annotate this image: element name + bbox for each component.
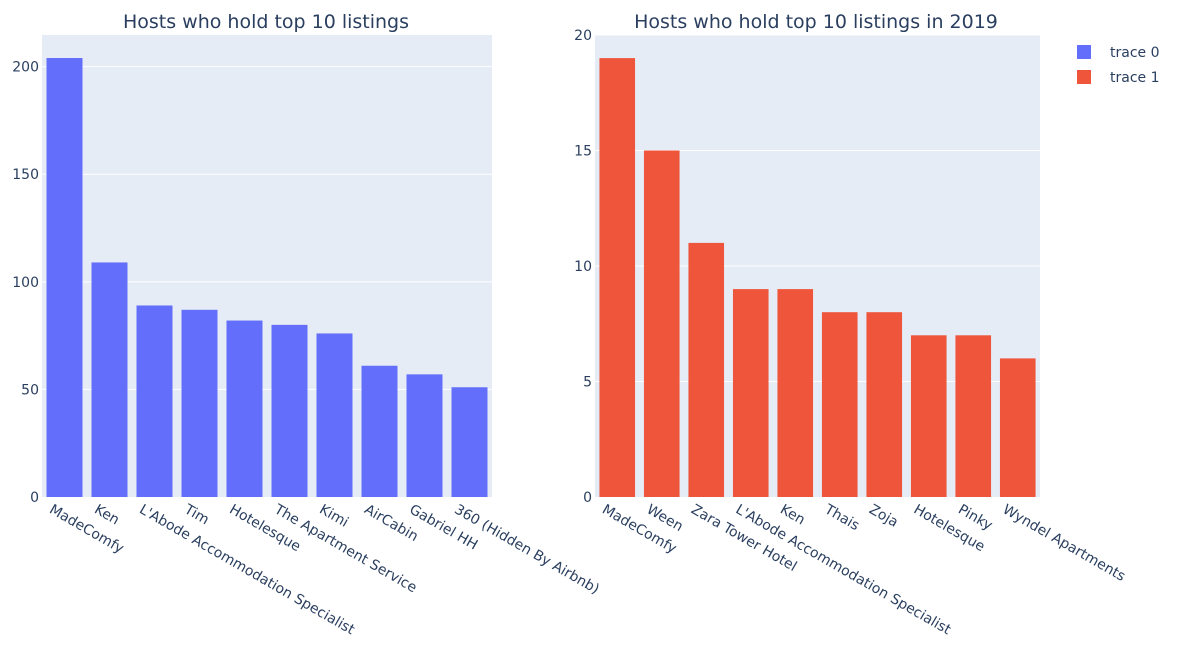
chart-title: Hosts who hold top 10 listings in 2019	[634, 11, 998, 33]
y-tick-label: 0	[583, 490, 592, 506]
bar	[866, 312, 903, 497]
legend-entry: trace 0	[1110, 45, 1160, 61]
y-tick-label: 100	[12, 275, 39, 291]
legend-entry: trace 1	[1110, 70, 1160, 86]
x-tick-label: Thais	[821, 501, 862, 534]
bar	[955, 335, 992, 497]
bar	[999, 358, 1036, 497]
y-tick-label: 200	[12, 60, 39, 76]
y-tick-label: 0	[30, 490, 39, 506]
bar	[821, 312, 858, 497]
x-tick-label: Wyndel Apartments	[1000, 502, 1128, 585]
bar	[643, 150, 680, 497]
y-tick-label: 50	[21, 382, 39, 398]
bar	[136, 305, 173, 497]
y-tick-label: 5	[583, 375, 592, 391]
bar	[732, 289, 769, 497]
bar	[688, 242, 725, 497]
bar	[910, 335, 947, 497]
bar	[406, 374, 443, 497]
bar	[451, 387, 488, 497]
bar	[777, 289, 814, 497]
legend-swatch	[1077, 70, 1091, 84]
chart-title: Hosts who hold top 10 listings	[123, 11, 409, 33]
bar	[271, 324, 308, 497]
legend: trace 0 trace 1	[1077, 45, 1160, 86]
y-tick-label: 20	[574, 28, 592, 44]
bar	[181, 309, 218, 497]
legend-swatch	[1077, 45, 1091, 59]
bar	[91, 262, 128, 497]
bar	[316, 333, 353, 497]
y-tick-label: 150	[12, 167, 39, 183]
bar	[226, 320, 263, 497]
y-tick-label: 15	[574, 144, 592, 160]
bar	[361, 365, 398, 497]
x-tick-label: Ken	[92, 502, 123, 529]
bar	[599, 58, 636, 497]
x-tick-label: Zoja	[866, 502, 901, 531]
bar	[46, 58, 83, 497]
y-tick-label: 10	[574, 259, 592, 275]
